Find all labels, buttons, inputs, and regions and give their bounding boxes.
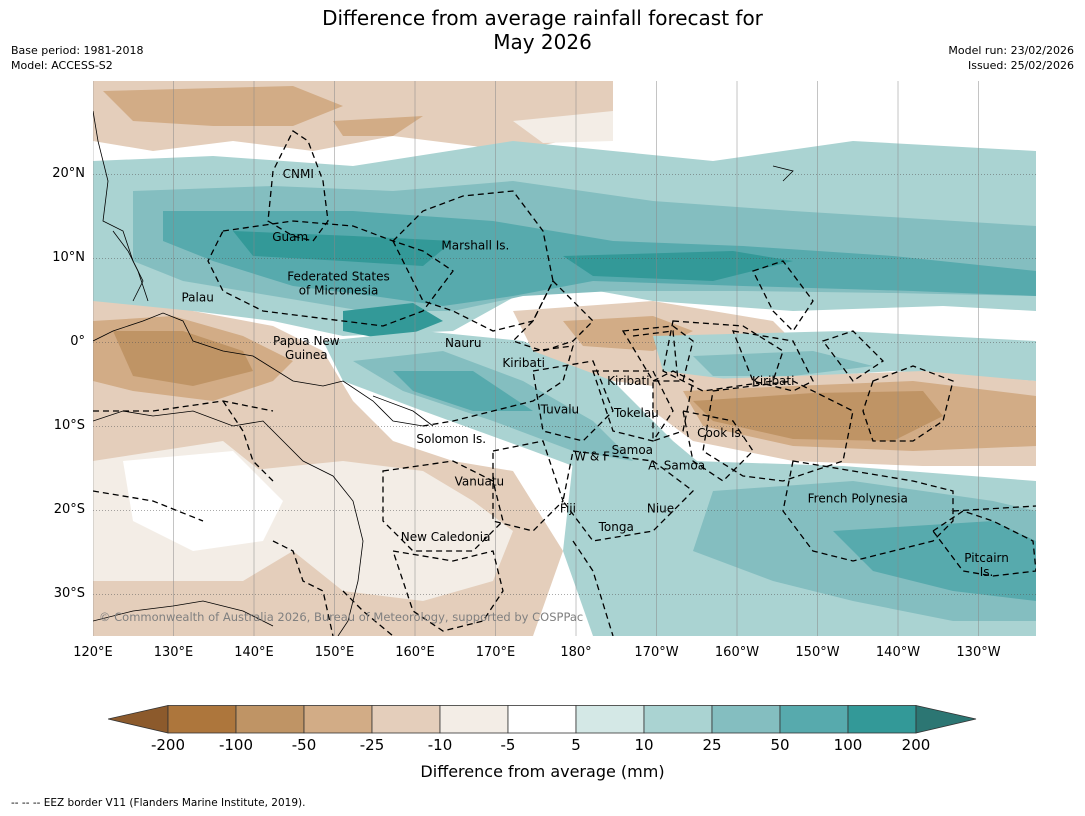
region-label: Solomon Is. (416, 432, 486, 446)
colorbar-tick-label: -100 (218, 736, 254, 754)
model-run: Model run: 23/02/2026 (948, 44, 1074, 57)
lon-tick-label: 130°W (956, 645, 1001, 660)
colorbar-segment (643, 705, 713, 734)
colorbar-segment (439, 705, 509, 734)
region-label: Guam (272, 230, 308, 244)
colorbar-title: Difference from average (mm) (420, 762, 665, 781)
map-grid (93, 81, 1036, 636)
region-label: CNMI (283, 167, 314, 181)
coastlines (93, 110, 794, 636)
lat-tick-label: 10°N (52, 250, 85, 266)
colorbar-segment (779, 705, 849, 734)
lon-tick-label: 140°E (234, 645, 274, 660)
map-area: CNMI Guam Marshall Is. Federated States of M… (93, 81, 1036, 636)
lon-tick-label: 130°E (153, 645, 194, 660)
region-label: A. Samoa (648, 459, 705, 473)
lon-tick-label: 170°W (634, 645, 679, 660)
lon-tick-label: 160°E (395, 645, 435, 660)
colorbar-tick-label: 25 (702, 736, 722, 754)
region-label: Fiji (560, 502, 576, 516)
lat-tick-label: 20°N (52, 166, 85, 182)
colorbar-tick-label: 100 (833, 736, 863, 754)
colorbar-segment (167, 705, 237, 734)
rainfall-anomaly-field (93, 81, 1036, 636)
map-title: Difference from average rainfall forecas… (0, 6, 1085, 54)
base-period: Base period: 1981-2018 (11, 44, 144, 57)
meta-left: Base period: 1981-2018 Model: ACCESS-S2 (11, 43, 143, 73)
lon-tick-label: 150°E (314, 645, 355, 660)
colorbar-tick-label: -50 (291, 736, 317, 754)
lon-tick-label: 120°E (73, 645, 113, 660)
lon-tick-label: 150°W (795, 645, 840, 660)
region-label: Tonga (598, 520, 634, 534)
meta-right: Model run: 23/02/2026 Issued: 25/02/2026 (948, 43, 1074, 73)
colorbar-segments (108, 705, 977, 734)
colorbar-tick-label: -25 (359, 736, 385, 754)
region-label: Tokelau (613, 406, 659, 420)
issued-date: Issued: 25/02/2026 (967, 59, 1074, 72)
region-labels: CNMI Guam Marshall Is. Federated States of M… (181, 167, 1008, 579)
colorbar-segment (575, 705, 645, 734)
region-label: Nauru (445, 336, 481, 350)
region-label: Kiribati (752, 374, 794, 388)
region-label: Vanuatu (455, 475, 505, 489)
lat-tick-label: 0° (70, 334, 85, 350)
colorbar-tick-label: 50 (770, 736, 790, 754)
region-label: Cook Is. (697, 426, 744, 440)
region-label: Tuvalu (540, 402, 580, 416)
lon-tick-label: 160°W (714, 645, 760, 660)
region-label: Samoa (612, 443, 653, 457)
colorbar-segment (235, 705, 305, 734)
region-label: W & F (574, 449, 610, 463)
colorbar-tick-label: -200 (150, 736, 186, 754)
colorbar-arrow-high (915, 705, 977, 734)
region-label: Kiribati (607, 374, 649, 388)
model-name: Model: ACCESS-S2 (11, 59, 113, 72)
map-title-line2: May 2026 (493, 30, 592, 54)
map-title-line1: Difference from average rainfall forecas… (322, 6, 763, 30)
region-label: Kiribati (502, 356, 544, 370)
lon-tick-label: 140°W (875, 645, 921, 660)
colorbar-segment (847, 705, 917, 734)
colorbar-tick-label: 5 (571, 736, 581, 754)
rainfall-map: CNMI Guam Marshall Is. Federated States of M… (93, 81, 1036, 636)
eez-footer-note: -- -- -- EEZ border V11 (Flanders Marine… (11, 797, 306, 809)
lon-tick-label: 180° (560, 645, 592, 660)
lat-tick-label: 10°S (53, 418, 85, 434)
region-label: Papua New Guinea (273, 334, 340, 362)
colorbar-segment (303, 705, 373, 734)
region-label: Palau (181, 291, 213, 305)
region-label: Federated States of Micronesia (287, 269, 389, 297)
colorbar-tick-label: 10 (634, 736, 654, 754)
colorbar-tick-label: -5 (500, 736, 516, 754)
colorbar-segment (507, 705, 577, 734)
region-label: New Caledonia (401, 530, 491, 544)
colorbar-segment (711, 705, 781, 734)
region-label: Marshall Is. (441, 239, 509, 253)
eez-borders (93, 130, 1036, 636)
lat-tick-label: 30°S (53, 586, 85, 602)
colorbar-segment (371, 705, 441, 734)
colorbar-tick-label: 200 (901, 736, 931, 754)
colorbar-arrow-low (108, 705, 169, 734)
copyright-notice: © Commonwealth of Australia 2026, Bureau… (99, 610, 584, 624)
region-label: Niue (647, 502, 674, 516)
colorbar-tick-label: -10 (427, 736, 453, 754)
lon-tick-label: 170°E (475, 645, 516, 660)
lat-tick-label: 20°S (53, 502, 85, 518)
colorbar (108, 705, 977, 734)
region-label: Pitcairn Is. (964, 551, 1009, 579)
region-label: French Polynesia (808, 491, 908, 505)
